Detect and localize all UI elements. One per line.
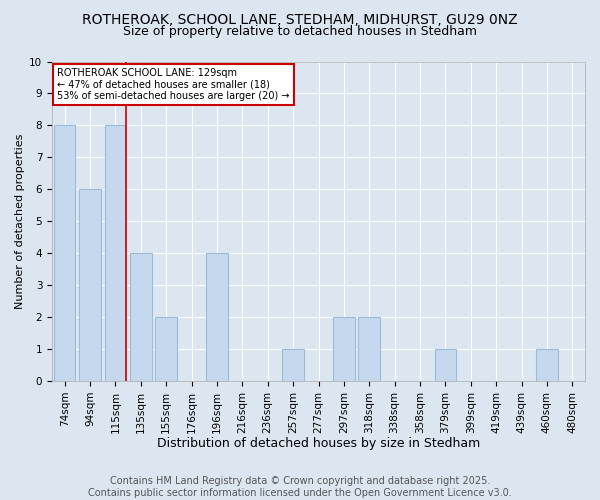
Bar <box>104 126 126 381</box>
Bar <box>155 317 177 381</box>
X-axis label: Distribution of detached houses by size in Stedham: Distribution of detached houses by size … <box>157 437 480 450</box>
Text: ROTHEROAK SCHOOL LANE: 129sqm
← 47% of detached houses are smaller (18)
53% of s: ROTHEROAK SCHOOL LANE: 129sqm ← 47% of d… <box>58 68 290 101</box>
Bar <box>434 349 456 381</box>
Bar <box>79 190 101 381</box>
Bar <box>358 317 380 381</box>
Bar <box>130 253 152 381</box>
Bar <box>536 349 558 381</box>
Text: Contains HM Land Registry data © Crown copyright and database right 2025.
Contai: Contains HM Land Registry data © Crown c… <box>88 476 512 498</box>
Bar <box>283 349 304 381</box>
Y-axis label: Number of detached properties: Number of detached properties <box>15 134 25 309</box>
Bar <box>206 253 228 381</box>
Bar <box>54 126 76 381</box>
Text: ROTHEROAK, SCHOOL LANE, STEDHAM, MIDHURST, GU29 0NZ: ROTHEROAK, SCHOOL LANE, STEDHAM, MIDHURS… <box>82 12 518 26</box>
Text: Size of property relative to detached houses in Stedham: Size of property relative to detached ho… <box>123 25 477 38</box>
Bar <box>333 317 355 381</box>
